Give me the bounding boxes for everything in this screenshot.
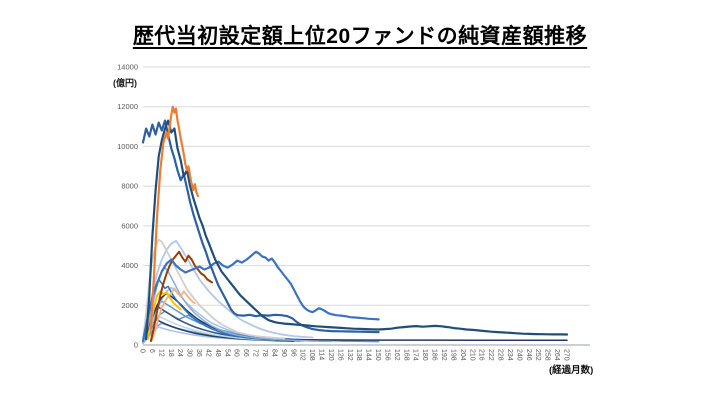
x-tick-label: 246 <box>525 349 532 361</box>
x-tick-label: 120 <box>327 349 334 361</box>
x-tick-label: 36 <box>195 349 202 357</box>
x-tick-label: 156 <box>383 349 390 361</box>
line-series-09 <box>151 287 196 341</box>
x-tick-label: 78 <box>261 349 268 357</box>
x-tick-label: 96 <box>289 349 296 357</box>
x-tick-label: 90 <box>280 349 287 357</box>
line-series-03 <box>149 105 200 331</box>
x-tick-label: 84 <box>270 349 277 357</box>
x-tick-label: 72 <box>252 349 259 357</box>
x-tick-label: 24 <box>176 349 183 357</box>
x-tick-label: 66 <box>242 349 249 357</box>
x-tick-label: 264 <box>553 349 560 361</box>
y-tick-label: 6000 <box>121 221 138 230</box>
x-tick-label: 0 <box>139 349 146 353</box>
x-tick-label: 210 <box>468 349 475 361</box>
x-tick-label: 240 <box>515 349 522 361</box>
x-tick-label: 150 <box>374 349 381 361</box>
x-tick-label: 54 <box>223 349 230 357</box>
x-tick-label: 234 <box>506 349 513 361</box>
x-tick-label: 42 <box>204 349 211 357</box>
x-tick-label: 108 <box>308 349 315 361</box>
line-series-04 <box>141 250 380 343</box>
x-tick-label: 228 <box>497 349 504 361</box>
x-tick-label: 48 <box>214 349 221 357</box>
y-tick-label: 12000 <box>117 102 138 111</box>
x-axis-unit-label: (経過月数) <box>549 365 594 376</box>
x-tick-label: 174 <box>412 349 419 361</box>
x-tick-label: 30 <box>186 349 193 357</box>
y-tick-label: 2000 <box>121 301 138 310</box>
y-tick-label: 10000 <box>117 142 138 151</box>
x-tick-label: 138 <box>355 349 362 361</box>
x-tick-label: 162 <box>393 349 400 361</box>
x-tick-label: 258 <box>544 349 551 361</box>
x-tick-label: 180 <box>421 349 428 361</box>
x-tick-label: 126 <box>336 349 343 361</box>
x-tick-label: 102 <box>299 349 306 361</box>
line-series-11 <box>142 278 301 342</box>
line-series-07 <box>142 239 314 343</box>
x-tick-label: 222 <box>487 349 494 361</box>
y-tick-label: 14000 <box>117 63 138 72</box>
x-tick-label: 6 <box>148 349 155 353</box>
x-tick-label: 60 <box>233 349 240 357</box>
x-tick-label: 270 <box>563 349 570 361</box>
x-tick-label: 144 <box>365 349 372 361</box>
x-tick-label: 12 <box>157 349 164 357</box>
x-tick-label: 132 <box>346 349 353 361</box>
x-tick-label: 204 <box>459 349 466 361</box>
x-tick-label: 114 <box>318 349 325 360</box>
page-title: 歴代当初設定額上位20ファンドの純資産額推移 <box>132 25 588 48</box>
x-tick-label: 186 <box>431 349 438 361</box>
y-tick-label: 4000 <box>121 261 138 270</box>
x-tick-label: 192 <box>440 349 447 361</box>
y-tick-label: 8000 <box>121 182 138 191</box>
x-tick-label: 198 <box>449 349 456 361</box>
x-tick-label: 252 <box>534 349 541 361</box>
x-tick-label: 216 <box>478 349 485 361</box>
y-tick-label: 0 <box>134 341 138 350</box>
x-tick-label: 168 <box>402 349 409 361</box>
line-series-02 <box>145 119 569 341</box>
y-axis-unit-label: (億円) <box>113 78 137 88</box>
line-series-01 <box>141 119 380 334</box>
line-series-08 <box>146 290 182 340</box>
x-tick-label: 18 <box>167 349 174 357</box>
line-series-06 <box>142 238 286 340</box>
line-series-05 <box>149 250 214 342</box>
